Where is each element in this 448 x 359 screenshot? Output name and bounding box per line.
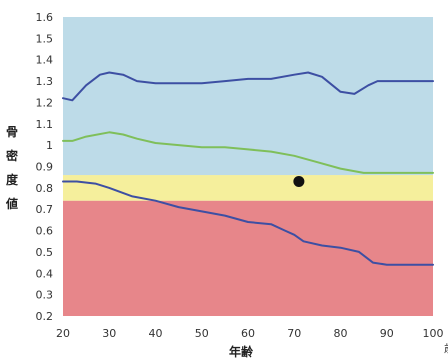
y-tick-label: 1.5 <box>36 32 54 45</box>
x-tick-label: 90 <box>380 327 394 340</box>
y-axis-label-char: 度 <box>6 172 19 187</box>
x-tick-label: 70 <box>287 327 301 340</box>
y-axis-label-char: 骨 <box>6 125 18 139</box>
x-tick-label: 30 <box>102 327 116 340</box>
band-2 <box>63 17 433 176</box>
reference-bands <box>63 17 433 316</box>
x-tick-label: 80 <box>334 327 348 340</box>
x-axis-label: 年齢 <box>229 344 254 359</box>
x-tick-label: 60 <box>241 327 255 340</box>
y-tick-label: 1.3 <box>36 75 54 88</box>
y-tick-label: 0.7 <box>36 203 54 216</box>
x-tick-label: 20 <box>56 327 70 340</box>
series-line-2 <box>62 180 434 266</box>
x-tick-label: 50 <box>195 327 209 340</box>
y-tick-label: 0.3 <box>36 289 54 302</box>
y-tick-label: 0.8 <box>36 182 54 195</box>
y-tick-label: 0.6 <box>36 225 54 238</box>
x-tick-label-truncated: 歳 <box>444 342 448 355</box>
y-tick-labels: 1.6 1.5 1.4 1.3 1.2 1.1 1 0.9 0.8 0.7 0.6 0.5 0.4 0.3… <box>36 11 54 323</box>
x-tick-label: 100 <box>423 327 444 340</box>
y-tick-label: 0.2 <box>36 310 54 323</box>
y-tick-label: 0.4 <box>36 267 54 280</box>
band-0 <box>63 200 433 316</box>
x-tick-labels: 20 30 40 50 60 70 80 90 100歳 <box>56 327 448 355</box>
y-tick-label: 1.6 <box>36 11 54 24</box>
x-tick-label: 40 <box>149 327 163 340</box>
series-lines <box>62 71 434 266</box>
y-tick-label: 1 <box>46 139 53 152</box>
y-axis-label-char: 値 <box>5 196 18 211</box>
y-tick-label: 0.9 <box>36 161 54 174</box>
band-1 <box>63 175 433 201</box>
y-tick-label: 1.1 <box>36 118 54 131</box>
series-line-0 <box>62 71 434 102</box>
y-axis-label-char: 密 <box>6 148 18 163</box>
data-point-0 <box>293 175 305 187</box>
data-points <box>293 175 305 187</box>
y-tick-label: 1.4 <box>36 54 54 67</box>
y-tick-label: 1.2 <box>36 96 54 109</box>
series-line-1 <box>62 131 434 174</box>
y-tick-label: 0.5 <box>36 246 54 259</box>
